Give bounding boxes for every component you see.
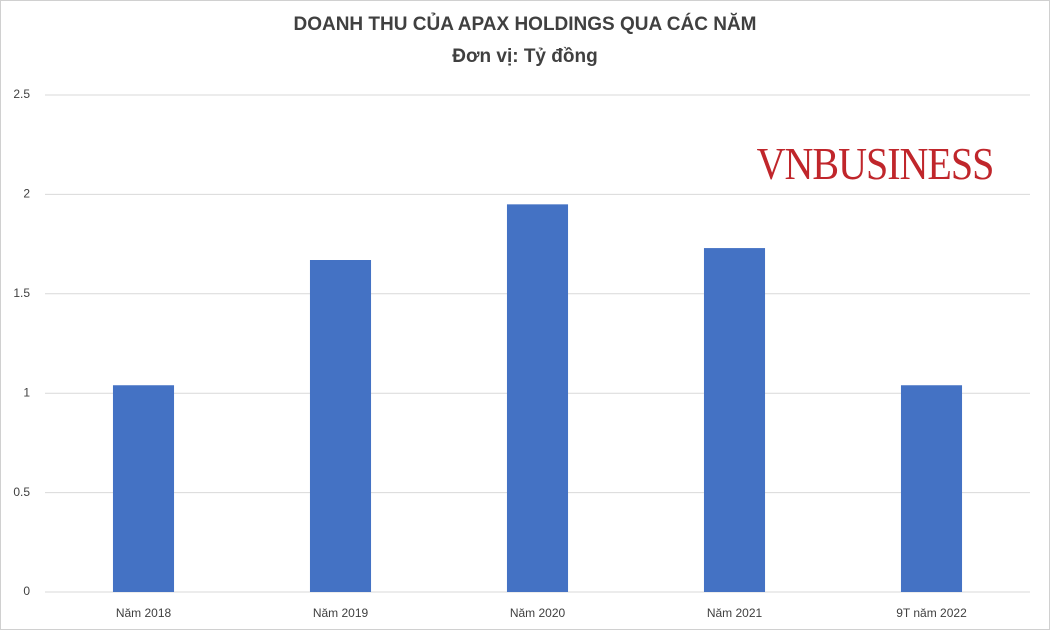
y-tick-label: 1.5	[13, 286, 30, 300]
watermark: VNBUSINESS	[757, 140, 994, 190]
x-tick-label: Năm 2019	[313, 606, 369, 620]
y-tick-label: 0.5	[13, 485, 30, 499]
chart-subtitle: Đơn vị: Tỷ đồng	[452, 46, 597, 67]
y-tick-label: 2	[23, 187, 30, 201]
chart-title: DOANH THU CỦA APAX HOLDINGS QUA CÁC NĂM	[293, 13, 756, 35]
bar	[112, 385, 175, 592]
bar	[900, 385, 963, 592]
bar	[506, 204, 569, 592]
x-tick-label: Năm 2018	[116, 606, 172, 620]
bar	[309, 260, 372, 592]
x-tick-label: Năm 2020	[510, 606, 566, 620]
bar	[703, 248, 766, 593]
x-tick-label: 9T năm 2022	[896, 606, 967, 620]
y-tick-label: 1	[23, 385, 30, 399]
y-tick-label: 2.5	[13, 87, 30, 101]
y-tick-label: 0	[23, 584, 30, 598]
x-tick-label: Năm 2021	[707, 606, 763, 620]
